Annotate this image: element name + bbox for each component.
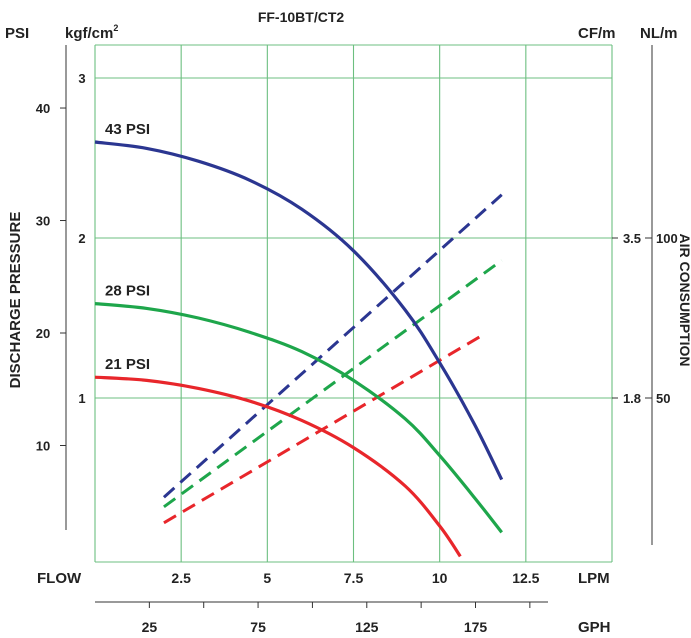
lpm-tick-label: 7.5 xyxy=(344,570,364,586)
lpm-tick-label: 5 xyxy=(263,570,271,586)
nlm-tick-label: 100 xyxy=(656,231,678,246)
unit-gph: GPH xyxy=(578,619,611,636)
cfm-tick-label: 3.5 xyxy=(623,231,641,246)
pressure-curve-label: 21 PSI xyxy=(105,356,150,373)
axes: 10 20 30 40 1 2 3 1.8 3.5 50 100 2.5 5 7.5 10 12.5 25 75 1… xyxy=(36,45,678,635)
unit-nlm: NL/m xyxy=(640,25,678,42)
cfm-tick-label: 1.8 xyxy=(623,391,641,406)
air-consumption-line xyxy=(163,332,486,525)
psi-tick-label: 20 xyxy=(36,326,50,341)
pressure-curve xyxy=(94,302,503,534)
y-axis-title: DISCHARGE PRESSURE xyxy=(7,212,24,389)
unit-psi: PSI xyxy=(5,25,29,42)
pressure-curve xyxy=(94,140,504,481)
x-axis-title: FLOW xyxy=(37,570,82,587)
pressure-curve-label: 43 PSI xyxy=(105,121,150,138)
unit-lpm: LPM xyxy=(578,570,610,587)
chart-title: FF-10BT/CT2 xyxy=(258,9,345,25)
psi-tick-label: 40 xyxy=(36,101,50,116)
kgf-tick-label: 1 xyxy=(78,391,85,406)
kgf-tick-label: 2 xyxy=(78,231,85,246)
pressure-curve xyxy=(94,375,462,558)
kgf-tick-label: 3 xyxy=(78,71,85,86)
unit-kgf-base: kgf/cm xyxy=(65,25,113,42)
lpm-tick-label: 12.5 xyxy=(512,570,539,586)
series: 43 PSI 28 PSI 21 PSI xyxy=(94,121,504,558)
unit-cfm: CF/m xyxy=(578,25,616,42)
unit-kgf: kgf/cm2 xyxy=(65,23,118,42)
gph-tick-label: 175 xyxy=(464,619,488,635)
lpm-tick-label: 2.5 xyxy=(171,570,191,586)
lpm-tick-label: 10 xyxy=(432,570,448,586)
psi-tick-label: 10 xyxy=(36,439,50,454)
psi-tick-label: 30 xyxy=(36,214,50,229)
unit-kgf-sup: 2 xyxy=(113,23,118,33)
air-consumption-line xyxy=(162,193,503,499)
gph-tick-label: 125 xyxy=(355,619,379,635)
grid xyxy=(94,44,613,563)
gph-tick-label: 25 xyxy=(142,619,158,635)
gph-tick-label: 75 xyxy=(250,619,266,635)
y-right-axis-title: AIR CONSUMPTION xyxy=(677,234,691,367)
air-consumption-line xyxy=(163,259,503,509)
nlm-tick-label: 50 xyxy=(656,391,670,406)
pressure-curve-label: 28 PSI xyxy=(105,283,150,300)
